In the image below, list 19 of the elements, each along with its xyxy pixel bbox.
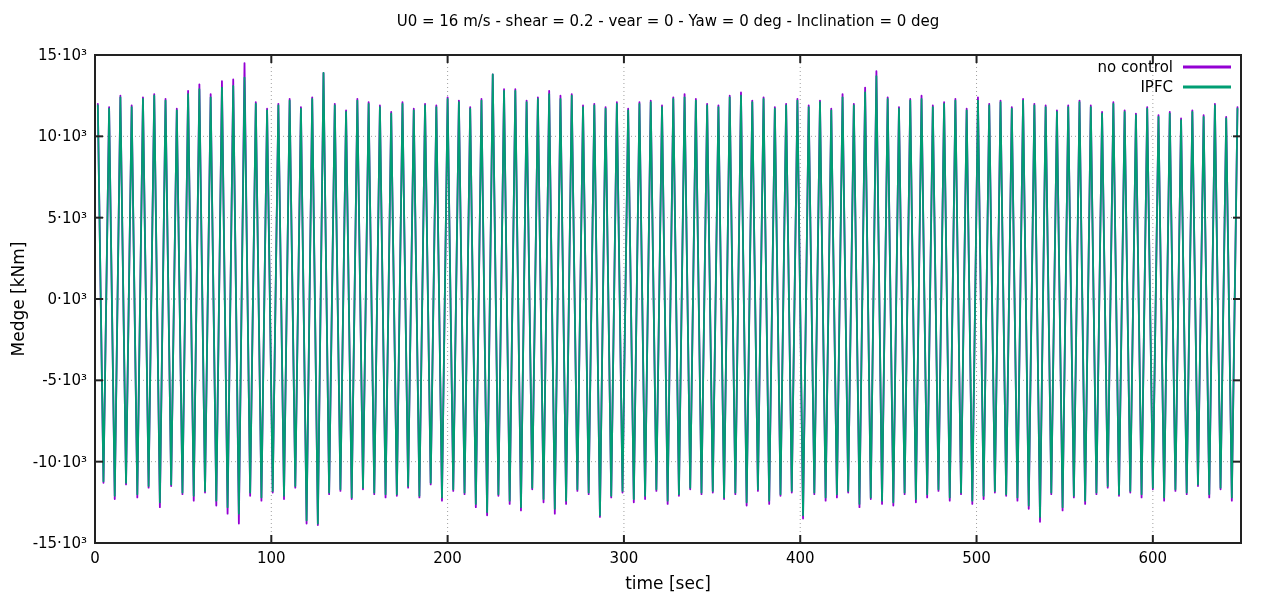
x-tick-label: 600 <box>1138 549 1168 567</box>
x-tick-label: 200 <box>433 549 462 567</box>
legend-label: IPFC <box>1140 78 1173 96</box>
x-tick-label: 400 <box>785 549 815 567</box>
y-tick-label: 5·10³ <box>47 208 87 227</box>
x-tick-label: 500 <box>962 549 991 567</box>
y-tick-label: 10·10³ <box>38 127 87 146</box>
y-tick-label: -10·10³ <box>32 452 87 471</box>
y-tick-label: 15·10³ <box>38 46 87 64</box>
x-tick-label: 300 <box>609 549 639 567</box>
y-tick-label: -15·10³ <box>32 534 87 552</box>
x-axis-title: time [sec] <box>625 573 711 593</box>
legend-label: no control <box>1097 58 1173 76</box>
y-tick-label: 0·10³ <box>47 290 87 308</box>
y-axis-title: Medge [kNm] <box>8 241 28 357</box>
x-tick-label: 0 <box>90 549 100 567</box>
chart-title: U0 = 16 m/s - shear = 0.2 - vear = 0 - Yaw = 0 deg - Inclination = 0 deg <box>396 12 940 30</box>
x-tick-label: 100 <box>256 549 286 567</box>
y-tick-label: -5·10³ <box>42 371 87 390</box>
